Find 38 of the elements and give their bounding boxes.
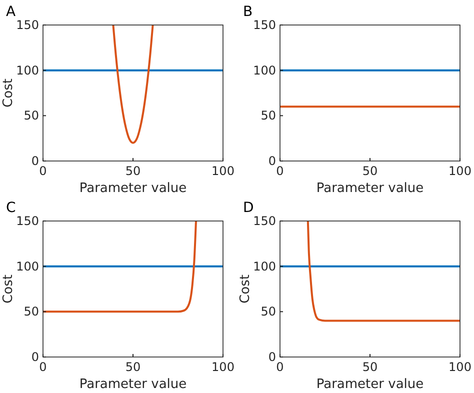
chart-title: A <box>6 4 16 20</box>
y-tick-label: 150 <box>253 18 276 32</box>
line-series <box>306 221 460 322</box>
y-tick-label: 100 <box>16 63 39 78</box>
y-tick-label: 50 <box>24 108 39 123</box>
x-axis-title: Parameter value <box>79 181 187 196</box>
x-tick-label: 100 <box>448 360 472 374</box>
y-axis-title: Cost <box>238 274 253 304</box>
chart-title: D <box>243 200 254 216</box>
y-tick-label: 150 <box>16 214 39 228</box>
y-tick-label: 50 <box>24 304 39 319</box>
x-tick-label: 100 <box>212 164 234 178</box>
y-tick-label: 150 <box>16 18 39 32</box>
chart-title: B <box>243 4 253 20</box>
y-tick-label: 50 <box>260 108 276 123</box>
y-tick-label: 0 <box>268 154 276 168</box>
y-tick-label: 100 <box>253 63 276 78</box>
x-tick-label: 50 <box>125 360 141 374</box>
line-series <box>112 25 154 144</box>
chart-title: C <box>6 200 16 216</box>
x-tick-label: 50 <box>125 164 141 178</box>
x-tick-label: 50 <box>362 164 378 178</box>
x-axis-title: Parameter value <box>316 181 424 196</box>
y-tick-label: 150 <box>253 214 276 228</box>
x-axis-title: Parameter value <box>316 377 424 392</box>
y-axis-title: Cost <box>1 274 16 304</box>
y-tick-label: 100 <box>16 259 39 274</box>
x-tick-label: 100 <box>212 360 234 374</box>
y-axis-title: Cost <box>1 78 16 108</box>
x-axis-title: Parameter value <box>79 377 187 392</box>
x-tick-label: 50 <box>362 360 378 374</box>
y-tick-label: 0 <box>31 350 39 364</box>
y-tick-label: 0 <box>31 154 39 168</box>
line-series <box>43 221 197 313</box>
y-tick-label: 0 <box>268 350 276 364</box>
y-tick-label: 100 <box>253 259 276 274</box>
y-tick-label: 50 <box>260 304 276 319</box>
x-tick-label: 100 <box>448 164 472 178</box>
